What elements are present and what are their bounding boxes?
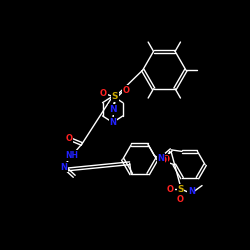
Text: O: O [65, 134, 72, 143]
Text: N: N [109, 118, 116, 127]
Text: O: O [100, 89, 107, 98]
Text: O: O [162, 155, 169, 164]
Text: O: O [122, 86, 129, 94]
Text: S: S [160, 157, 167, 166]
Text: N: N [109, 105, 116, 114]
Text: S: S [112, 92, 118, 102]
Text: N: N [188, 187, 195, 196]
Text: O: O [160, 156, 167, 166]
Text: NH: NH [66, 151, 78, 160]
Text: O: O [177, 195, 184, 204]
Text: N: N [158, 154, 165, 163]
Text: N: N [61, 162, 68, 172]
Text: S: S [177, 185, 184, 194]
Text: O: O [167, 185, 174, 194]
